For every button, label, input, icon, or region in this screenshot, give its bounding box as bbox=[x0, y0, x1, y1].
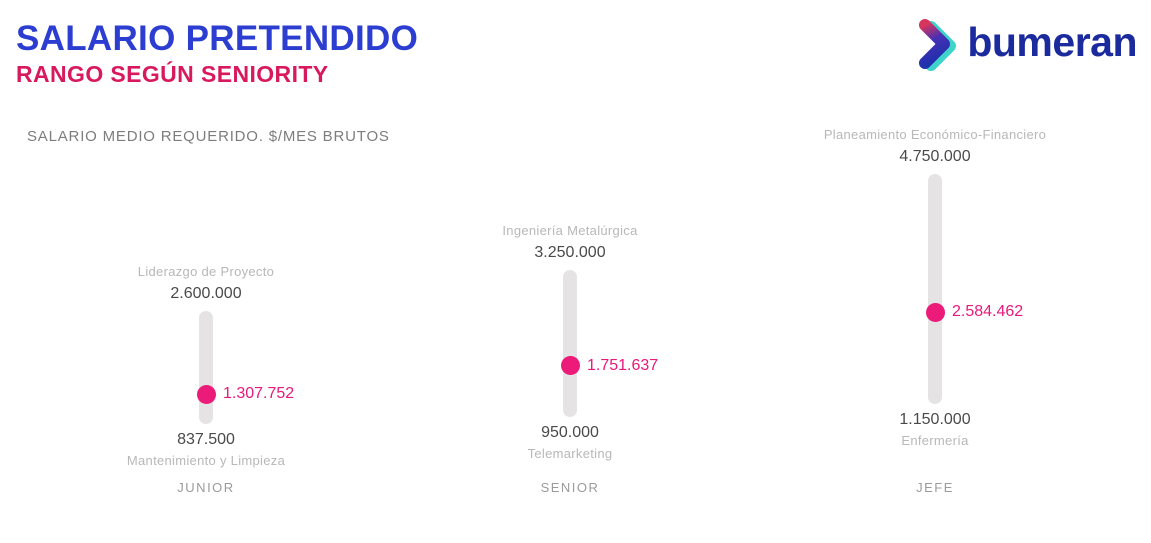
median-value: 1.307.752 bbox=[223, 385, 295, 403]
range-bar bbox=[563, 269, 577, 418]
max-value: 3.250.000 bbox=[534, 243, 606, 261]
axis-unit-note: SALARIO MEDIO REQUERIDO. $/MES BRUTOS bbox=[27, 128, 390, 145]
max-role-label: Planeamiento Económico-Financiero bbox=[823, 126, 1047, 142]
brand-logo: bumeran bbox=[916, 16, 1137, 74]
min-value: 1.150.000 bbox=[899, 411, 971, 429]
median-value: 1.751.637 bbox=[587, 356, 659, 374]
max-role-label: Ingeniería Metalúrgica bbox=[502, 222, 638, 238]
min-role-label: Enfermería bbox=[901, 433, 969, 449]
seniority-label: JEFE bbox=[916, 480, 954, 495]
page-title: SALARIO PRETENDIDO bbox=[16, 19, 419, 58]
max-value: 2.600.000 bbox=[170, 285, 242, 303]
median-dot bbox=[925, 302, 945, 322]
range-bar bbox=[928, 173, 942, 405]
range-bar bbox=[199, 311, 213, 425]
seniority-column-junior: Liderazgo de Proyecto 2.600.000 1.307.75… bbox=[46, 0, 366, 543]
median-value: 2.584.462 bbox=[952, 303, 1024, 321]
median-dot bbox=[196, 384, 216, 404]
max-value: 4.750.000 bbox=[899, 147, 971, 165]
min-value: 950.000 bbox=[541, 424, 599, 442]
median-dot bbox=[560, 356, 580, 376]
page-subtitle: RANGO SEGÚN SENIORITY bbox=[16, 61, 329, 87]
min-value: 837.500 bbox=[177, 431, 235, 449]
max-role-label: Liderazgo de Proyecto bbox=[137, 264, 275, 280]
min-role-label: Telemarketing bbox=[527, 446, 613, 462]
seniority-label: SENIOR bbox=[540, 480, 600, 495]
boomerang-chevron-icon bbox=[916, 16, 962, 74]
seniority-column-jefe: Planeamiento Económico-Financiero 4.750.… bbox=[775, 0, 1095, 543]
seniority-label: JUNIOR bbox=[177, 480, 235, 495]
seniority-column-senior: Ingeniería Metalúrgica 3.250.000 1.751.6… bbox=[410, 0, 730, 543]
brand-wordmark: bumeran bbox=[967, 18, 1137, 65]
min-role-label: Mantenimiento y Limpieza bbox=[126, 453, 286, 469]
